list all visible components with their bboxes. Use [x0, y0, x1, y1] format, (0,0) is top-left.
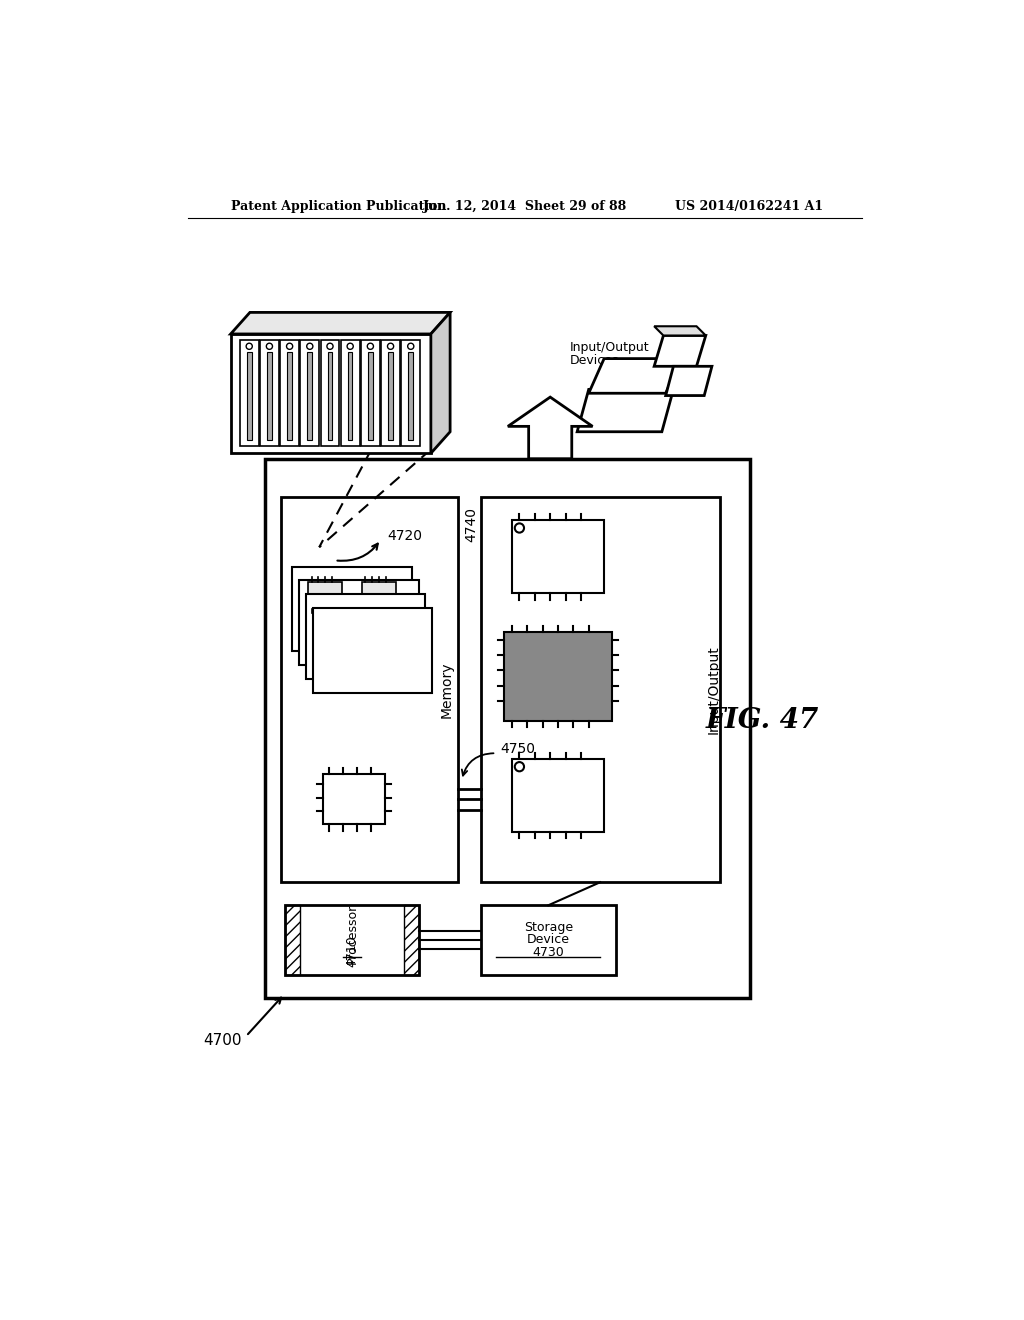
Polygon shape — [230, 313, 451, 334]
Bar — [292, 566, 412, 651]
Bar — [381, 341, 400, 446]
Bar — [299, 581, 419, 665]
Text: Device: Device — [526, 933, 569, 946]
Text: 4720: 4720 — [387, 529, 422, 543]
Bar — [401, 341, 420, 446]
Text: 4730: 4730 — [532, 945, 564, 958]
Text: Input/Output: Input/Output — [707, 645, 721, 734]
Text: FIG. 47: FIG. 47 — [706, 708, 818, 734]
Bar — [285, 906, 300, 974]
Text: 4760: 4760 — [578, 421, 612, 434]
Text: 4700: 4700 — [204, 1032, 243, 1048]
Polygon shape — [578, 389, 674, 432]
Polygon shape — [666, 367, 712, 396]
Bar — [481, 498, 720, 882]
Text: Storage: Storage — [523, 921, 572, 935]
Bar — [341, 341, 359, 446]
Polygon shape — [654, 335, 706, 367]
Bar — [281, 341, 299, 446]
Text: 4750: 4750 — [500, 742, 536, 756]
Text: 4740: 4740 — [464, 507, 478, 541]
Bar — [267, 351, 271, 441]
Polygon shape — [431, 313, 451, 453]
Text: Memory: Memory — [440, 661, 454, 718]
Bar — [481, 906, 615, 974]
Bar — [247, 351, 252, 441]
Bar — [512, 520, 604, 594]
Bar — [323, 775, 385, 825]
Bar — [504, 632, 611, 721]
Bar — [300, 341, 319, 446]
Bar — [307, 351, 312, 441]
Bar — [348, 351, 352, 441]
Polygon shape — [508, 397, 593, 459]
Polygon shape — [589, 359, 681, 393]
Bar — [409, 351, 413, 441]
Bar — [306, 594, 425, 678]
Text: Processor: Processor — [345, 904, 358, 964]
Bar — [285, 906, 419, 974]
Bar — [361, 341, 380, 446]
Bar — [281, 498, 458, 882]
Text: Input/Output: Input/Output — [569, 341, 649, 354]
Bar — [307, 582, 342, 609]
Text: Patent Application Publication: Patent Application Publication — [230, 199, 446, 213]
Text: US 2014/0162241 A1: US 2014/0162241 A1 — [676, 199, 823, 213]
Bar — [361, 582, 396, 609]
Polygon shape — [654, 326, 706, 335]
Bar — [512, 759, 604, 832]
Bar — [313, 609, 432, 693]
Bar — [368, 351, 373, 441]
Text: 4710: 4710 — [345, 936, 358, 968]
Bar — [260, 341, 279, 446]
Text: Jun. 12, 2014  Sheet 29 of 88: Jun. 12, 2014 Sheet 29 of 88 — [423, 199, 627, 213]
Bar — [328, 351, 333, 441]
Bar — [388, 351, 393, 441]
Text: Devices: Devices — [569, 354, 618, 367]
Bar — [403, 906, 419, 974]
Bar — [321, 341, 339, 446]
Bar — [288, 351, 292, 441]
Bar — [240, 341, 258, 446]
Bar — [265, 459, 751, 998]
Polygon shape — [230, 334, 431, 453]
